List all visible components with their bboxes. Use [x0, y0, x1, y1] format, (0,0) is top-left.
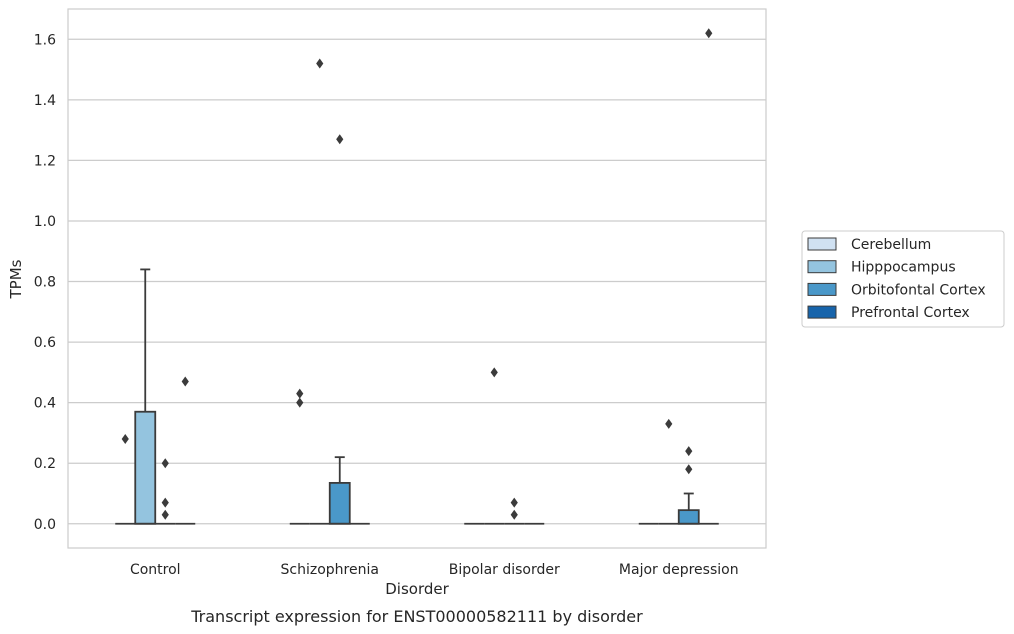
- box-group: [677, 492, 700, 525]
- chart-caption: Transcript expression for ENST0000058211…: [190, 607, 643, 626]
- x-axis-label: Disorder: [385, 580, 449, 598]
- legend-swatch: [807, 282, 837, 296]
- y-tick-label: 1.4: [34, 93, 56, 109]
- box-group: [134, 268, 157, 525]
- outlier-point: [665, 418, 673, 429]
- outlier-point: [161, 509, 169, 520]
- outlier-point: [490, 367, 498, 378]
- box: [134, 410, 157, 525]
- outlier-point: [121, 433, 129, 444]
- outlier-point: [161, 458, 169, 469]
- x-axis-ticks: Control Schizophrenia Bipolar disorder Majo…: [130, 562, 739, 578]
- y-tick-label: 1.0: [34, 214, 56, 230]
- grid-lines: [68, 38, 766, 525]
- outlier-point: [296, 388, 304, 399]
- plot-frame: [67, 8, 767, 549]
- outlier-point: [510, 497, 518, 508]
- legend-swatch: [807, 260, 837, 274]
- legend-label: Cerebellum: [851, 237, 931, 253]
- outlier-point: [685, 446, 693, 457]
- x-tick-label: Control: [130, 562, 181, 578]
- legend-frame: [801, 230, 1005, 328]
- y-tick-label: 0.2: [34, 456, 56, 472]
- outlier-point: [705, 28, 713, 39]
- box-plot-series: [115, 268, 719, 525]
- y-axis-ticks: 0.0 0.2 0.4 0.6 0.8 1.0 1.2 1.4 1.6: [34, 32, 56, 532]
- legend: Cerebellum Hipppocampus Orbitofontal Corte…: [801, 230, 1005, 328]
- outlier-point: [316, 58, 324, 69]
- legend-label: Orbitofontal Cortex: [851, 282, 986, 298]
- y-axis-label: TPMs: [7, 259, 25, 299]
- outlier-point: [161, 497, 169, 508]
- legend-swatch: [807, 305, 837, 319]
- outlier-point: [510, 509, 518, 520]
- legend-swatch: [807, 237, 837, 251]
- outlier-point: [336, 134, 344, 145]
- legend-label: Prefrontal Cortex: [851, 305, 970, 321]
- box: [328, 481, 351, 525]
- outlier-points: [121, 28, 713, 520]
- x-tick-label: Bipolar disorder: [449, 562, 560, 578]
- x-tick-label: Major depression: [619, 562, 739, 578]
- box-group: [328, 456, 351, 525]
- y-tick-label: 0.4: [34, 396, 56, 412]
- y-tick-label: 0.6: [34, 335, 56, 351]
- y-tick-label: 0.0: [34, 517, 56, 533]
- y-tick-label: 1.2: [34, 153, 56, 169]
- outlier-point: [296, 397, 304, 408]
- legend-label: Hipppocampus: [851, 260, 956, 276]
- outlier-point: [181, 376, 189, 387]
- y-tick-label: 0.8: [34, 275, 56, 291]
- box: [677, 509, 700, 525]
- x-tick-label: Schizophrenia: [281, 562, 379, 578]
- y-tick-label: 1.6: [34, 32, 56, 48]
- outlier-point: [685, 464, 693, 475]
